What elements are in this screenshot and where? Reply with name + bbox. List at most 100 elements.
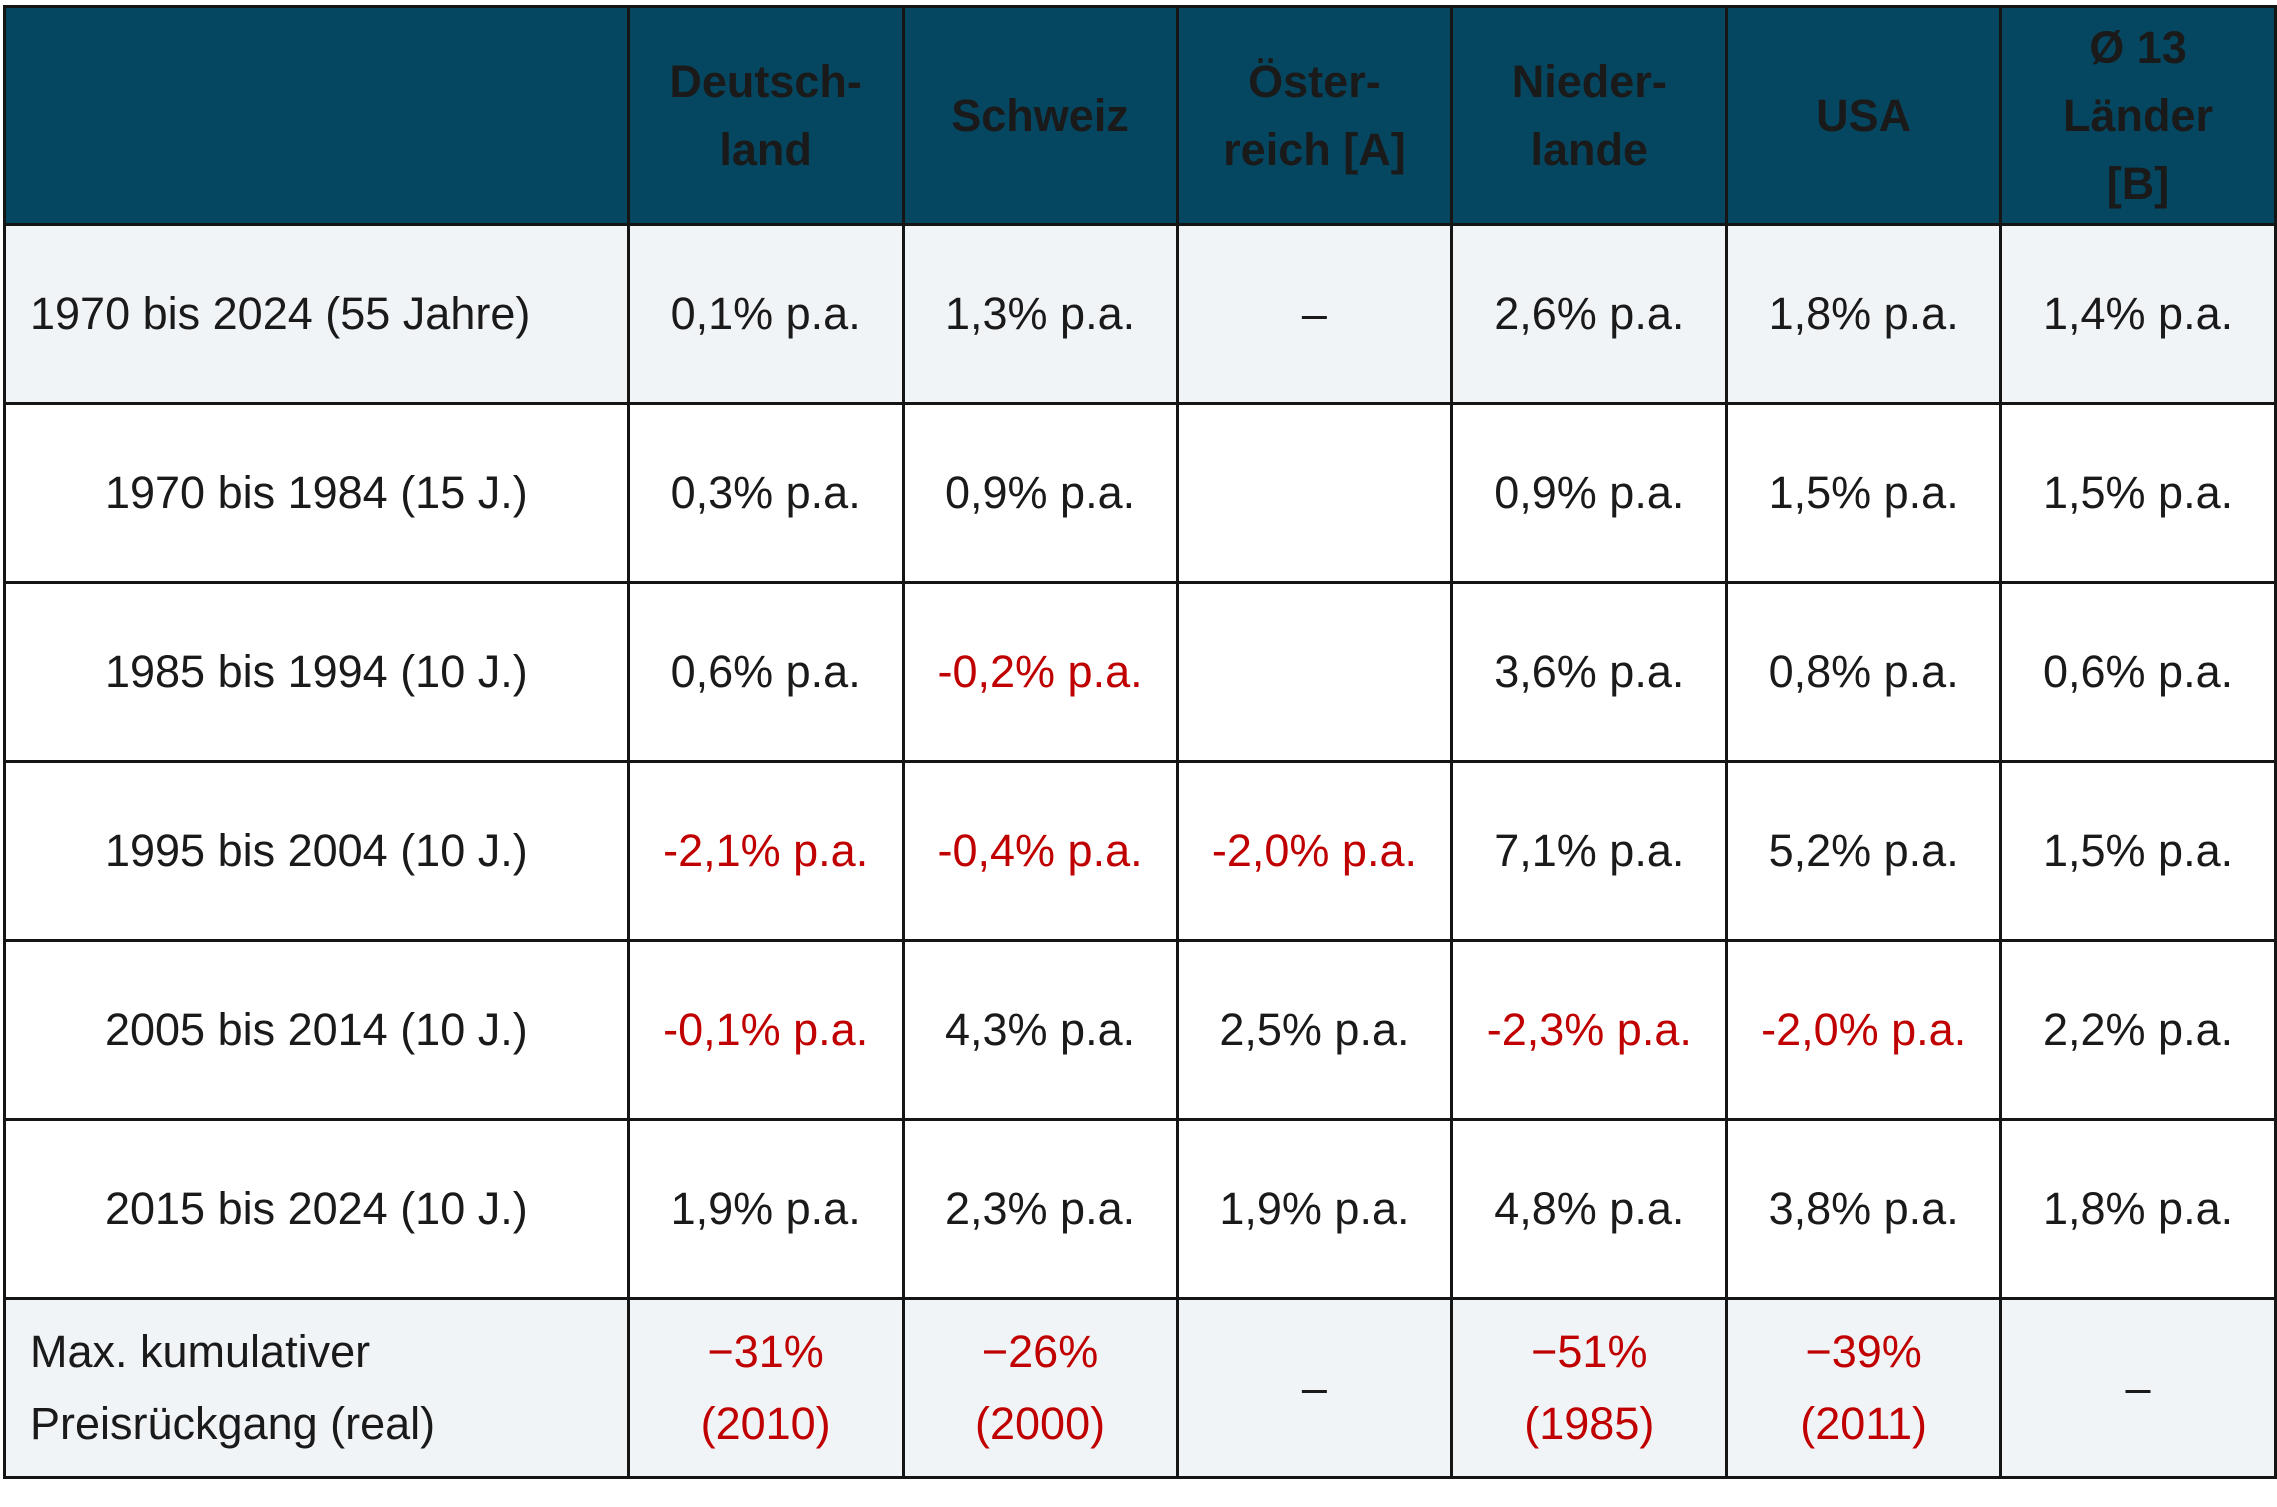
table-cell: 2,2% p.a. — [1999, 939, 2277, 1121]
header-line: land — [719, 123, 812, 175]
row-label: 2005 bis 2014 (10 J.) — [3, 939, 630, 1121]
table-cell: -2,0% p.a. — [1175, 760, 1454, 942]
header-line: Deutsch- — [669, 55, 862, 107]
cell-value: -0,1% p.a. — [663, 1004, 869, 1055]
table-cell: 1,8% p.a. — [1725, 223, 2003, 405]
cell-value: (2011) — [1800, 1398, 1928, 1449]
row-label: 1970 bis 1984 (15 J.) — [3, 402, 630, 584]
cell-value: – — [1301, 288, 1327, 339]
table-cell: 0,6% p.a. — [1999, 581, 2277, 763]
header-oesterreich: Öster-reich [A] — [1175, 5, 1454, 226]
cell-value: 1,5% p.a. — [1768, 467, 1959, 518]
cell-value: -2,0% p.a. — [1211, 825, 1417, 876]
table-row: 1970 bis 2024 (55 Jahre) 0,1% p.a. 1,3% p.… — [3, 223, 2277, 405]
table-cell: −39% (2011) — [1725, 1297, 2003, 1479]
cell-value: (2000) — [975, 1398, 1106, 1449]
table-cell: 0,6% p.a. — [626, 581, 905, 763]
cell-value: 1,9% p.a. — [670, 1183, 861, 1234]
header-line: Länder — [2063, 89, 2214, 141]
row-label: 1985 bis 1994 (10 J.) — [3, 581, 630, 763]
row-label-line: 1995 bis 2004 (10 J.) — [104, 825, 528, 876]
cell-value: 3,8% p.a. — [1768, 1183, 1959, 1234]
table-cell: 0,9% p.a. — [901, 402, 1179, 584]
table-row: 2015 bis 2024 (10 J.) 1,9% p.a. 2,3% p.a. 1… — [3, 1118, 2277, 1300]
table-cell: -2,3% p.a. — [1450, 939, 1729, 1121]
cell-value: −51% — [1531, 1326, 1648, 1377]
header-line: [B] — [2106, 157, 2170, 209]
header-line: Schweiz — [951, 89, 1129, 141]
cell-value: – — [1301, 1362, 1327, 1413]
cell-value: −31% — [707, 1326, 824, 1377]
cell-value: 1,4% p.a. — [2042, 288, 2234, 339]
cell-value: -2,1% p.a. — [663, 825, 869, 876]
table-cell: 2,3% p.a. — [901, 1118, 1179, 1300]
row-label-line: Max. kumulativer — [30, 1326, 371, 1377]
header-13-laender: Ø 13 Länder [B] — [1999, 5, 2277, 226]
cell-value: −26% — [981, 1326, 1099, 1377]
cell-value: 2,6% p.a. — [1494, 288, 1685, 339]
table-row: Max. kumulativer Preisrückgang (real) −31%… — [3, 1297, 2277, 1479]
header-niederlande: Nieder-lande — [1450, 5, 1729, 226]
header-line: Nieder- — [1511, 55, 1667, 107]
row-label: 1970 bis 2024 (55 Jahre) — [3, 223, 630, 405]
cell-value: 0,6% p.a. — [2042, 646, 2234, 697]
cell-value: 2,5% p.a. — [1219, 1004, 1410, 1055]
table-cell: 2,5% p.a. — [1175, 939, 1454, 1121]
table-cell: 7,1% p.a. — [1450, 760, 1729, 942]
cell-value: 2,3% p.a. — [944, 1183, 1136, 1234]
cell-value: 0,3% p.a. — [670, 467, 861, 518]
row-label-line: 2005 bis 2014 (10 J.) — [104, 1004, 528, 1055]
table-cell: 0,9% p.a. — [1450, 402, 1729, 584]
table-cell: −31% (2010) — [626, 1297, 905, 1479]
cell-value: – — [2125, 1362, 2151, 1413]
cell-value: 1,8% p.a. — [1768, 288, 1959, 339]
cell-value: 4,3% p.a. — [944, 1004, 1136, 1055]
cell-value: -2,3% p.a. — [1486, 1004, 1692, 1055]
row-label: 1995 bis 2004 (10 J.) — [3, 760, 630, 942]
cell-value: 4,8% p.a. — [1494, 1183, 1685, 1234]
cell-value: 5,2% p.a. — [1768, 825, 1959, 876]
cell-value: (1985) — [1524, 1398, 1655, 1449]
header-corner — [3, 5, 630, 226]
cell-value: 3,6% p.a. — [1494, 646, 1685, 697]
table-cell: 1,5% p.a. — [1725, 402, 2003, 584]
row-label-line: 1970 bis 1984 (15 J.) — [104, 467, 528, 518]
cell-value: −39% — [1805, 1326, 1922, 1377]
cell-value: 0,6% p.a. — [670, 646, 861, 697]
table-cell — [1175, 581, 1454, 763]
header-schweiz: Schweiz — [901, 5, 1179, 226]
table-cell: 2,6% p.a. — [1450, 223, 1729, 405]
cell-value: 0,9% p.a. — [1494, 467, 1685, 518]
table-cell: 3,6% p.a. — [1450, 581, 1729, 763]
table-cell: 0,3% p.a. — [626, 402, 905, 584]
table-cell: 1,5% p.a. — [1999, 402, 2277, 584]
table-cell: −51% (1985) — [1450, 1297, 1729, 1479]
header-line: Ø 13 — [2089, 21, 2187, 73]
cell-value: -2,0% p.a. — [1761, 1004, 1967, 1055]
header-line: USA — [1816, 89, 1912, 141]
row-label-line: 1970 bis 2024 (55 Jahre) — [30, 288, 531, 339]
table-cell: −26% (2000) — [901, 1297, 1179, 1479]
header-line: reich [A] — [1223, 123, 1406, 175]
table-cell: -0,1% p.a. — [626, 939, 905, 1121]
table-row: 1970 bis 1984 (15 J.) 0,3% p.a. 0,9% p.a. 0… — [3, 402, 2277, 584]
cell-value: 7,1% p.a. — [1494, 825, 1685, 876]
table-cell: 1,4% p.a. — [1999, 223, 2277, 405]
cell-value: 1,3% p.a. — [944, 288, 1136, 339]
header-usa: USA — [1725, 5, 2003, 226]
table-cell: 1,9% p.a. — [626, 1118, 905, 1300]
table-cell: 0,1% p.a. — [626, 223, 905, 405]
row-label: 2015 bis 2024 (10 J.) — [3, 1118, 630, 1300]
cell-value: 1,5% p.a. — [2042, 825, 2234, 876]
table-cell: – — [1175, 223, 1454, 405]
header-deutschland: Deutsch-land — [626, 5, 905, 226]
cell-value: 1,8% p.a. — [2042, 1183, 2234, 1234]
table-cell: 3,8% p.a. — [1725, 1118, 2003, 1300]
table-cell: 4,8% p.a. — [1450, 1118, 1729, 1300]
cell-value: 2,2% p.a. — [2042, 1004, 2234, 1055]
table-cell: 0,8% p.a. — [1725, 581, 2003, 763]
cell-value: (2010) — [700, 1398, 831, 1449]
table-cell: – — [1175, 1297, 1454, 1479]
table-row: 1985 bis 1994 (10 J.) 0,6% p.a. -0,2% p.a.… — [3, 581, 2277, 763]
table-cell: 1,5% p.a. — [1999, 760, 2277, 942]
